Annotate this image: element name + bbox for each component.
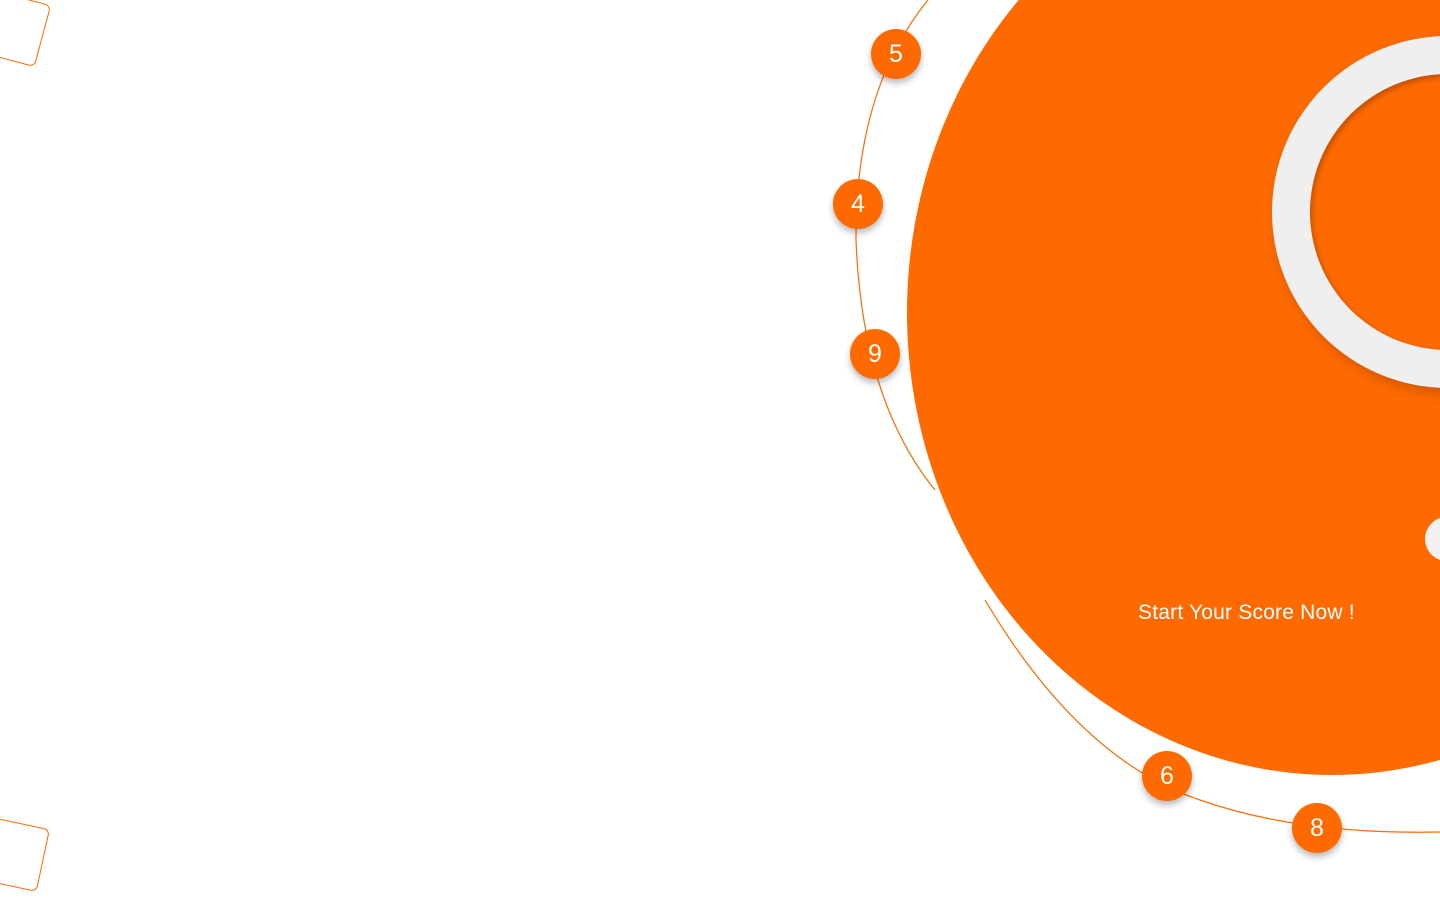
- start-score-button[interactable]: Start Your Score Now !: [1138, 601, 1355, 624]
- orbit-number-badge[interactable]: 8: [1292, 803, 1342, 853]
- orbit-number-badge[interactable]: 4: [833, 179, 883, 229]
- orbit-number-badge[interactable]: 9: [850, 329, 900, 379]
- dial-knob[interactable]: [1425, 517, 1440, 561]
- orbit-number-badge[interactable]: 6: [1142, 751, 1192, 801]
- orbit-number-badge[interactable]: 5: [871, 29, 921, 79]
